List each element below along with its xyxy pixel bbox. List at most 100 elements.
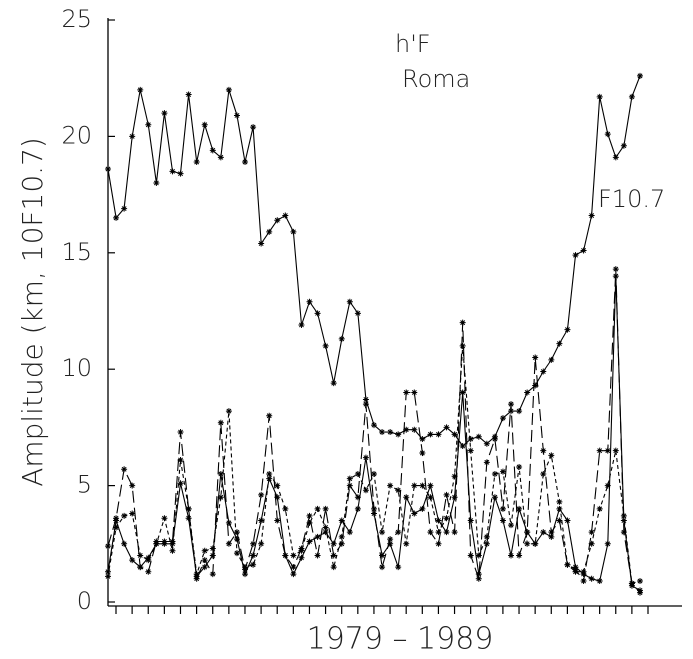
asterisk-marker [596,93,603,100]
y-tick-label: 0 [77,587,92,615]
asterisk-marker [113,214,120,221]
asterisk-marker [508,408,515,415]
asterisk-marker [274,517,281,524]
asterisk-marker [395,487,402,494]
asterisk-marker [588,529,595,536]
series-label: F10.7 [598,185,665,213]
asterisk-marker [427,529,434,536]
asterisk-marker [508,401,515,408]
asterisk-marker [588,575,595,582]
asterisk-marker [532,382,539,389]
asterisk-marker [459,389,466,396]
asterisk-marker [532,540,539,547]
asterisk-marker [330,564,337,571]
y-tick-label: 5 [77,471,92,499]
asterisk-marker [508,552,515,559]
asterisk-marker [121,466,128,473]
y-tick-label: 10 [61,354,92,382]
asterisk-marker [395,529,402,536]
asterisk-marker [483,533,490,540]
asterisk-marker [435,540,442,547]
asterisk-marker [298,554,305,561]
asterisk-marker [475,433,482,440]
asterisk-marker [620,512,627,519]
asterisk-marker [290,552,297,559]
asterisk-marker [451,473,458,480]
asterisk-marker [105,573,111,580]
asterisk-marker [274,482,281,489]
asterisk-marker [548,533,555,540]
asterisk-marker [290,564,297,571]
asterisk-marker [217,470,224,477]
asterisk-marker [105,543,111,550]
asterisk-marker [137,564,144,571]
asterisk-marker [330,380,337,387]
asterisk-marker [322,342,329,349]
asterisk-marker [113,524,120,531]
asterisk-marker [169,538,176,545]
asterisk-marker [540,368,547,375]
asterisk-marker [338,517,345,524]
asterisk-marker [548,356,555,363]
asterisk-marker [467,436,474,443]
asterisk-marker [491,470,498,477]
asterisk-marker [427,482,434,489]
asterisk-marker [201,557,208,564]
asterisk-marker [637,589,643,596]
asterisk-marker [209,552,216,559]
asterisk-marker [435,431,442,438]
asterisk-marker [612,266,619,273]
asterisk-marker [274,494,281,501]
asterisk-marker [177,429,184,436]
asterisk-marker [282,552,289,559]
asterisk-marker [532,354,539,361]
asterisk-marker [161,538,168,545]
asterisk-marker [282,505,289,512]
asterisk-marker [233,112,240,119]
asterisk-marker [346,475,353,482]
asterisk-marker [322,529,329,536]
asterisk-marker [540,447,547,454]
asterisk-marker [185,505,192,512]
asterisk-marker [306,298,313,305]
asterisk-marker [604,482,611,489]
asterisk-marker [338,540,345,547]
asterisk-marker [387,482,394,489]
asterisk-marker [564,561,571,568]
asterisk-marker [403,540,410,547]
asterisk-marker [435,517,442,524]
asterisk-marker [580,568,587,575]
asterisk-marker [419,482,426,489]
asterisk-marker [298,547,305,554]
asterisk-marker [121,205,128,212]
asterisk-marker [443,424,450,431]
asterisk-marker [516,505,523,512]
asterisk-marker [604,540,611,547]
asterisk-marker [467,552,474,559]
asterisk-marker [499,468,506,475]
asterisk-marker [242,564,249,571]
asterisk-marker [298,321,305,328]
asterisk-marker [209,571,216,578]
asterisk-marker [314,552,321,559]
asterisk-marker [371,510,377,517]
asterisk-marker [274,217,281,224]
y-tick-label: 15 [61,238,92,266]
asterisk-marker [233,536,240,543]
asterisk-marker [217,494,224,501]
asterisk-marker [322,524,329,531]
asterisk-marker [266,412,273,419]
asterisk-marker [185,515,192,522]
asterisk-marker [427,494,434,501]
asterisk-marker [499,517,506,524]
asterisk-marker [193,571,200,578]
asterisk-marker [443,491,450,498]
asterisk-marker [483,459,490,466]
asterisk-marker [153,179,160,186]
asterisk-marker [129,510,136,517]
asterisk-marker [145,121,152,128]
asterisk-marker [153,540,160,547]
asterisk-marker [250,540,257,547]
